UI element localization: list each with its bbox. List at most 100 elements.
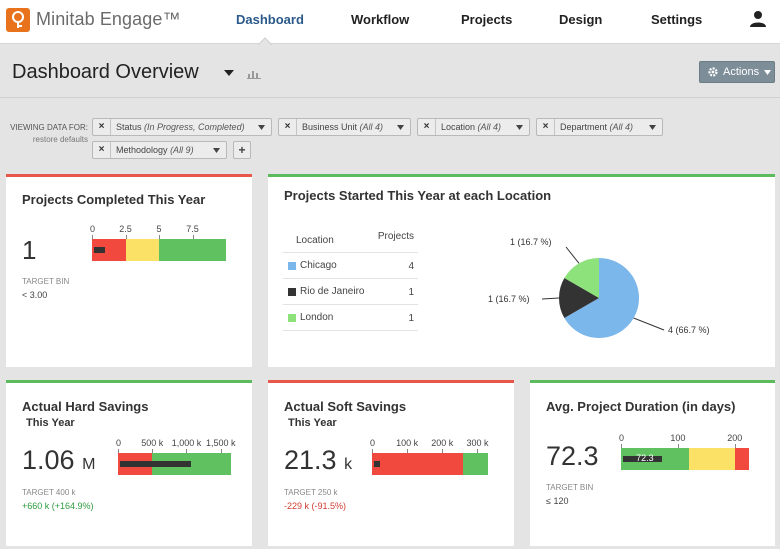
axis-tick (477, 449, 479, 453)
dashboard-select-chevron-down-icon[interactable] (224, 69, 234, 77)
axis-tick-label: 1,000 k (171, 438, 202, 448)
target-label: TARGET 400 k (22, 488, 76, 497)
filter-name: Status (116, 122, 142, 132)
card-subtitle: This Year (288, 417, 337, 429)
chevron-down-icon (258, 125, 265, 130)
project-count: 1 (408, 287, 414, 298)
kpi-unit: M (82, 456, 96, 473)
bullet-value-bar (374, 461, 380, 467)
nav-settings[interactable]: Settings (651, 12, 703, 27)
axis-tick-label: 0 (90, 224, 96, 234)
axis-tick-label: 1,500 k (205, 438, 236, 448)
axis-tick-label: 200 k (431, 438, 454, 448)
axis-tick (621, 444, 622, 448)
chevron-down-icon (649, 125, 656, 130)
axis-tick-label: 0 (370, 438, 376, 448)
axis-tick (734, 444, 736, 448)
card-title: Actual Soft Savings (284, 399, 407, 414)
legend-swatch (288, 262, 296, 270)
nav-dashboard[interactable]: Dashboard (236, 12, 304, 27)
axis-tick (372, 449, 373, 453)
pie-data-label: 1 (16.7 %) (488, 294, 530, 304)
page-title: Dashboard Overview (12, 61, 199, 83)
nav-workflow[interactable]: Workflow (351, 12, 410, 27)
bullet-chart: 72.3 0 100 200 (619, 433, 749, 470)
chevron-down-icon (764, 70, 771, 75)
filter-chip-methodology[interactable]: × Methodology (All 9) (92, 141, 227, 159)
chevron-down-icon (213, 148, 220, 153)
bullet-band (159, 239, 226, 261)
card-projects-completed: Projects Completed This Year 1 TARGET BI… (6, 174, 252, 367)
filter-chip-business-unit[interactable]: × Business Unit (All 4) (278, 118, 411, 136)
target-label: TARGET BIN (546, 483, 594, 492)
app-logo-icon[interactable] (6, 8, 30, 32)
axis-tick-label: 100 (670, 433, 686, 443)
axis-tick-label: 5 (156, 224, 162, 234)
card-avg-project-duration: Avg. Project Duration (in days) 72.3 TAR… (530, 380, 775, 546)
viewing-data-for-label: VIEWING DATA FOR: (10, 123, 88, 132)
bullet-band (734, 448, 749, 470)
axis-tick-label: 7.5 (186, 224, 199, 234)
bar-chart-icon[interactable] (247, 67, 261, 79)
kpi-number: 21.3 (284, 445, 337, 475)
project-count: 4 (408, 261, 414, 272)
filter-chip-department[interactable]: × Department (All 4) (536, 118, 663, 136)
col-location: Location (296, 235, 334, 246)
nav-design[interactable]: Design (559, 12, 603, 27)
user-account-icon[interactable] (748, 9, 768, 29)
card-title: Actual Hard Savings (22, 399, 149, 414)
bullet-chart: 0 100 k 200 k 300 k (370, 438, 488, 475)
nav-projects[interactable]: Projects (461, 12, 513, 27)
restore-defaults-link[interactable]: restore defaults (32, 135, 88, 144)
filter-chip-location[interactable]: × Location (All 4) (417, 118, 530, 136)
remove-filter-icon[interactable]: × (93, 119, 111, 135)
pie-slice-london[interactable] (564, 258, 599, 298)
col-projects: Projects (377, 231, 414, 242)
pie-data-label: 4 (66.7 %) (668, 325, 710, 335)
top-navigation: Minitab Engage™ Dashboard Workflow Proje… (0, 0, 780, 45)
pie-chart: 4 (66.7 %) 1 (16.7 %) 1 (16.7 %) (488, 237, 710, 338)
axis-tick-label: 0 (619, 433, 625, 443)
bullet-band (372, 453, 464, 475)
pie-slice-rio-de-janeiro[interactable] (559, 278, 599, 318)
chevron-down-icon (516, 125, 523, 130)
bullet-band (152, 453, 231, 475)
filter-name: Business Unit (302, 122, 358, 132)
dashboard-header: Dashboard Overview Actions (0, 45, 780, 98)
legend-swatch (288, 314, 296, 322)
filter-value: (All 4) (609, 122, 634, 132)
filter-value: (In Progress, Completed) (144, 122, 245, 132)
card-title: Avg. Project Duration (in days) (546, 399, 736, 414)
kpi-value: 21.3 k (284, 445, 352, 476)
bullet-band (125, 239, 159, 261)
axis-tick (677, 444, 679, 448)
delta-value: -229 k (-91.5%) (284, 501, 347, 511)
location-table: Location Projects Chicago 4 Rio de Janei… (283, 225, 418, 331)
target-label: TARGET BIN (22, 277, 70, 286)
card-projects-by-location: Projects Started This Year at each Locat… (268, 174, 775, 367)
filter-name: Location (441, 122, 476, 132)
remove-filter-icon[interactable]: × (537, 119, 555, 135)
filter-chip-status[interactable]: × Status (In Progress, Completed) (92, 118, 272, 136)
remove-filter-icon[interactable]: × (93, 142, 111, 158)
pie-leader-line (633, 317, 665, 331)
actions-button[interactable]: Actions (699, 61, 775, 83)
axis-tick (92, 235, 93, 239)
filter-value: (All 4) (477, 122, 502, 132)
card-title: Projects Started This Year at each Locat… (284, 188, 552, 203)
remove-filter-icon[interactable]: × (279, 119, 297, 135)
add-filter-button[interactable]: + (233, 141, 251, 159)
pie-slice-chicago[interactable] (564, 258, 639, 338)
legend-swatch (288, 288, 296, 296)
axis-tick-label: 300 k (466, 438, 489, 448)
gear-icon (708, 67, 718, 77)
filter-value: (All 9) (170, 145, 194, 155)
remove-filter-icon[interactable]: × (418, 119, 436, 135)
pie-leader-line (565, 246, 580, 264)
table-row: London 1 (283, 305, 418, 331)
bullet-band (463, 453, 488, 475)
bullet-chart: 0 500 k 1,000 k 1,500 k (116, 438, 235, 475)
axis-tick (186, 449, 188, 453)
kpi-value: 1.06 M (22, 445, 95, 476)
pie-leader-line (541, 297, 560, 300)
